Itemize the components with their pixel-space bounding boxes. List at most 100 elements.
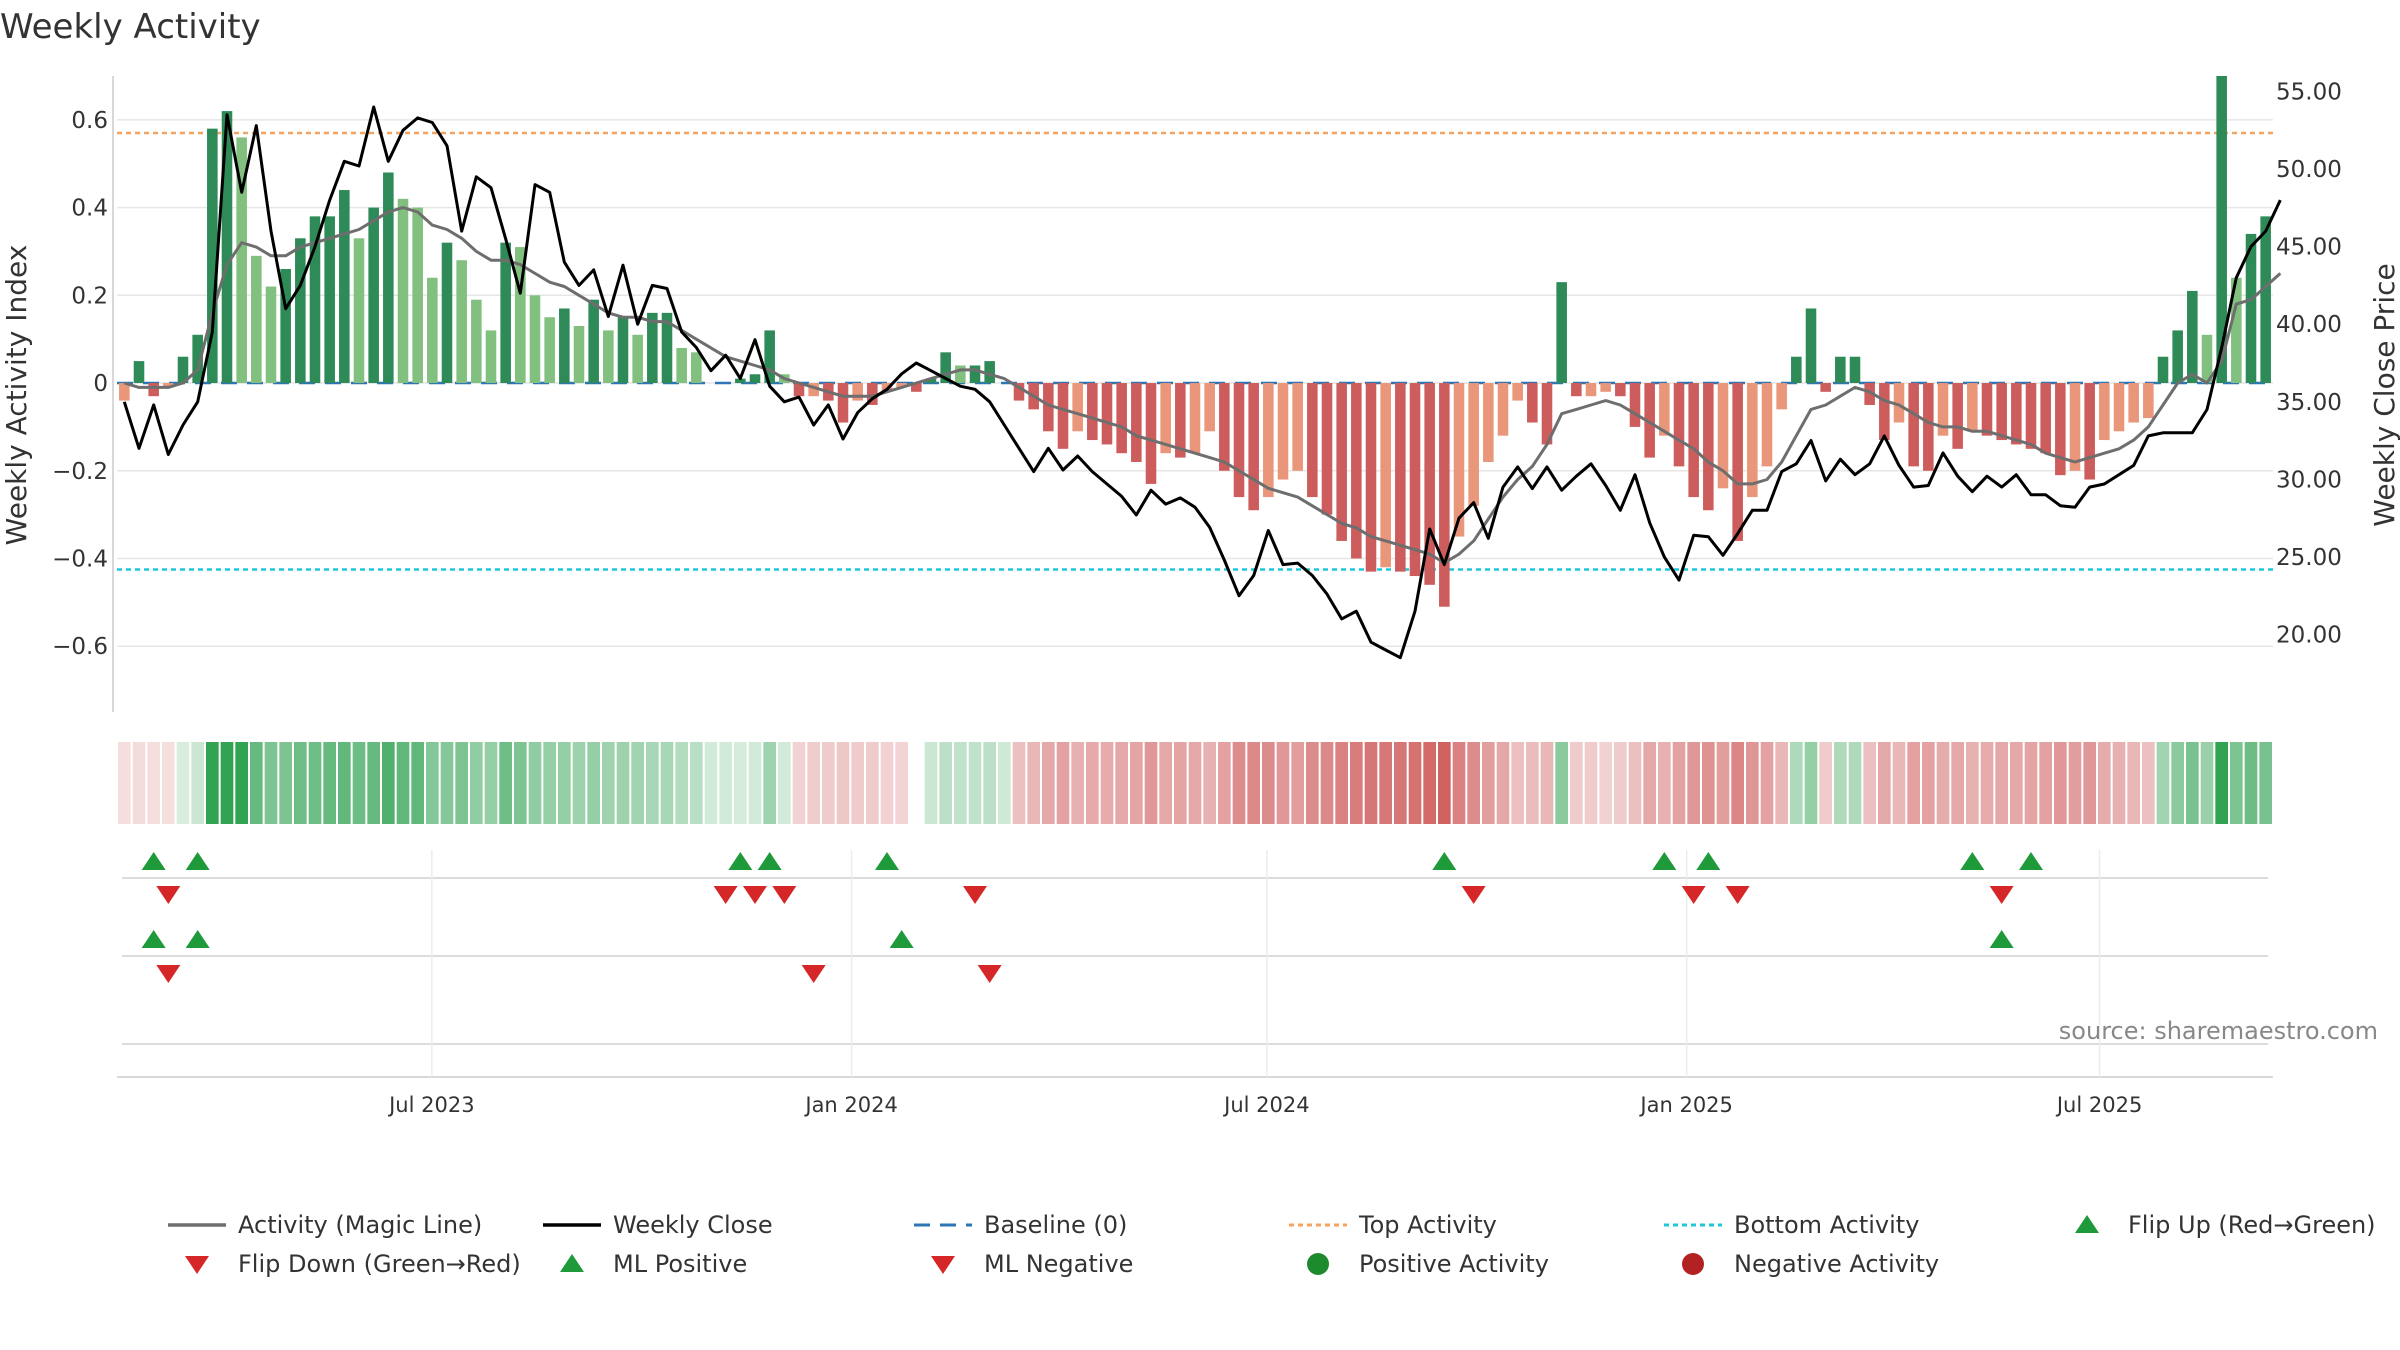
heat-cell (1086, 742, 1099, 824)
y-tick-label-right: 35.00 (2276, 390, 2342, 416)
activity-bar (324, 216, 335, 384)
activity-bar (1043, 383, 1054, 432)
heat-cell (2068, 742, 2082, 824)
activity-bar (192, 334, 203, 384)
heat-cell (734, 742, 747, 824)
heat-cell (704, 742, 718, 824)
heat-cell (1467, 742, 1480, 824)
flip-up-marker (141, 852, 166, 870)
heat-cell (1482, 742, 1495, 824)
activity-bar (1468, 383, 1479, 506)
activity-bar (955, 365, 966, 384)
heat-cell (1012, 742, 1026, 824)
heat-cell (2112, 742, 2126, 824)
activity-bar (559, 308, 570, 384)
activity-bar (471, 299, 482, 384)
activity-bar (1776, 383, 1787, 410)
heat-cell (352, 742, 366, 824)
heat-cell (323, 742, 336, 824)
ml-negative-marker (801, 965, 826, 983)
heat-cell (939, 742, 952, 824)
activity-bar (1835, 356, 1846, 384)
heat-cell (1834, 742, 1847, 824)
heat-cell (338, 742, 351, 824)
heat-cell (1291, 742, 1304, 824)
activity-bar (280, 268, 291, 384)
heat-cell (1379, 742, 1392, 824)
heat-cell (998, 742, 1011, 824)
heat-cell (690, 742, 703, 824)
heat-cell (191, 742, 204, 824)
heat-cell (426, 742, 439, 824)
heat-cell (587, 742, 600, 824)
activity-bar (617, 317, 629, 384)
activity-bar (1131, 383, 1142, 462)
activity-lines (122, 105, 2282, 660)
flip-up-marker (1960, 852, 1985, 870)
activity-bar (984, 361, 995, 384)
activity-bar (837, 383, 849, 423)
activity-bar (1409, 383, 1421, 577)
activity-bar (1923, 383, 1934, 471)
heat-cell (382, 742, 395, 824)
y-tick-label-right: 50.00 (2276, 157, 2342, 183)
flip-up-marker (757, 852, 782, 870)
heat-cell (1643, 742, 1656, 824)
activity-bar (1013, 383, 1025, 401)
heat-cell (499, 742, 512, 824)
activity-bar (119, 383, 130, 401)
activity-bar (2011, 383, 2022, 445)
x-tick-label: Jan 2024 (803, 1093, 898, 1117)
heat-cell (1144, 742, 1158, 824)
activity-bar (1747, 383, 1758, 498)
activity-bar (1629, 383, 1641, 427)
heat-cell (2127, 742, 2140, 824)
heat-cell (2039, 742, 2052, 824)
activity-bar (1659, 383, 1670, 436)
activity-bar (647, 312, 658, 384)
activity-bar (2143, 383, 2154, 419)
activity-bar (1057, 383, 1069, 449)
ml-positive-marker (1989, 930, 2014, 948)
heat-cell (220, 742, 234, 824)
heat-cell (1364, 742, 1378, 824)
activity-bar (1981, 383, 1993, 436)
activity-bar (1585, 383, 1597, 397)
activity-bar (969, 365, 981, 384)
heat-cell (1746, 742, 1759, 824)
activity-bar (207, 128, 218, 384)
heat-cell (470, 742, 483, 824)
heat-cell (411, 742, 424, 824)
legend-swatch (931, 1256, 955, 1274)
activity-bar (1365, 383, 1377, 572)
activity-bar (1908, 383, 1919, 467)
activity-bar (1541, 383, 1553, 445)
y-tick-label-left: −0.4 (52, 546, 108, 572)
magic-line-series (123, 206, 2282, 565)
activity-bar (764, 330, 775, 384)
activity-bar (221, 111, 233, 384)
flip-up-marker (1696, 852, 1721, 870)
heat-cell (631, 742, 644, 824)
x-tick-label: Jul 2025 (2055, 1093, 2142, 1117)
legend-swatch (560, 1254, 584, 1272)
legend-label: Flip Down (Green→Red) (238, 1250, 521, 1278)
legend-swatch (185, 1256, 209, 1274)
flip-up-marker (875, 852, 899, 870)
heat-cell (118, 742, 131, 824)
flip-down-marker (1989, 886, 2014, 904)
legend-swatch (1307, 1253, 1329, 1275)
ml-positive-marker (185, 930, 210, 948)
heat-cell (1408, 742, 1422, 824)
activity-bar (1849, 356, 1861, 384)
activity-bar (2069, 383, 2081, 471)
activity-bar (1556, 282, 1567, 384)
heat-cell (2156, 742, 2170, 824)
activity-bar (1879, 383, 1890, 441)
activity-bar (1805, 308, 1817, 384)
heat-cell (514, 742, 527, 824)
activity-bar (1937, 383, 1949, 436)
heat-cell (2215, 742, 2228, 824)
legend-label: ML Positive (613, 1250, 747, 1278)
